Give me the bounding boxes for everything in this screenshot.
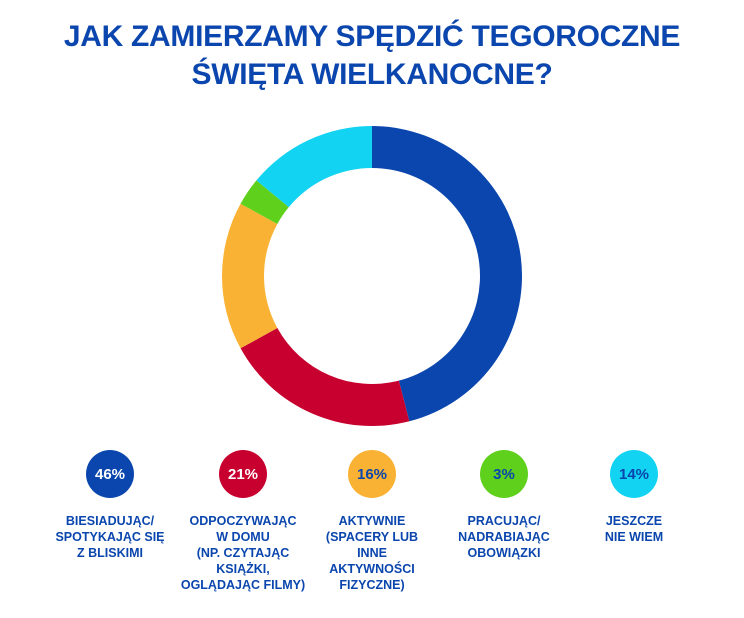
legend-item-biesiadujac: 46% BIESIADUJĄC/ SPOTYKAJĄC SIĘ Z BLISKI… [40,450,180,561]
chart-title-line-1: JAK ZAMIERZAMY SPĘDZIĆ TEGOROCZNE [63,20,681,53]
slice-aktywnie [222,203,278,349]
slice-biesiadujac [372,126,523,422]
chart-title-line-2: ŚWIĘTA WIELKANOCNE? [191,58,553,91]
legend-badge: 3% [480,450,528,498]
legend-percent: 46% [94,465,126,483]
slice-jeszcze-nie-wiem [256,126,372,208]
chart-legend: 46% BIESIADUJĄC/ SPOTYKAJĄC SIĘ Z BLISKI… [0,450,744,618]
chart-title: JAK ZAMIERZAMY SPĘDZIĆ TEGOROCZNE ŚWIĘTA… [0,18,744,94]
slice-odpoczywajac [240,328,410,426]
donut-chart [222,126,523,426]
legend-label: PRACUJĄC/ NADRABIAJĄC OBOWIĄZKI [458,514,550,560]
legend-badge: 46% [86,450,134,498]
legend-percent: 21% [227,465,259,483]
legend-item-pracujac: 3% PRACUJĄC/ NADRABIAJĄC OBOWIĄZKI [434,450,574,561]
legend-label: AKTYWNIE (SPACERY LUB INNE AKTYWNOŚCI FI… [325,514,419,592]
legend-percent: 14% [618,465,650,483]
legend-badge: 16% [348,450,396,498]
legend-item-aktywnie: 16% AKTYWNIE (SPACERY LUB INNE AKTYWNOŚC… [302,450,442,593]
legend-label: BIESIADUJĄC/ SPOTYKAJĄC SIĘ Z BLISKIMI [55,514,165,560]
legend-item-jeszcze-nie-wiem: 14% JESZCZE NIE WIEM [564,450,704,545]
legend-badge: 14% [610,450,658,498]
legend-item-odpoczywajac: 21% ODPOCZYWAJĄC W DOMU (NP. CZYTAJĄC KS… [173,450,313,593]
slice-pracujac [240,180,289,224]
legend-percent: 16% [356,465,388,483]
legend-badge: 21% [219,450,267,498]
legend-label: JESZCZE NIE WIEM [604,514,664,544]
legend-label: ODPOCZYWAJĄC W DOMU (NP. CZYTAJĄC KSIĄŻK… [180,514,306,592]
legend-percent: 3% [493,465,515,483]
